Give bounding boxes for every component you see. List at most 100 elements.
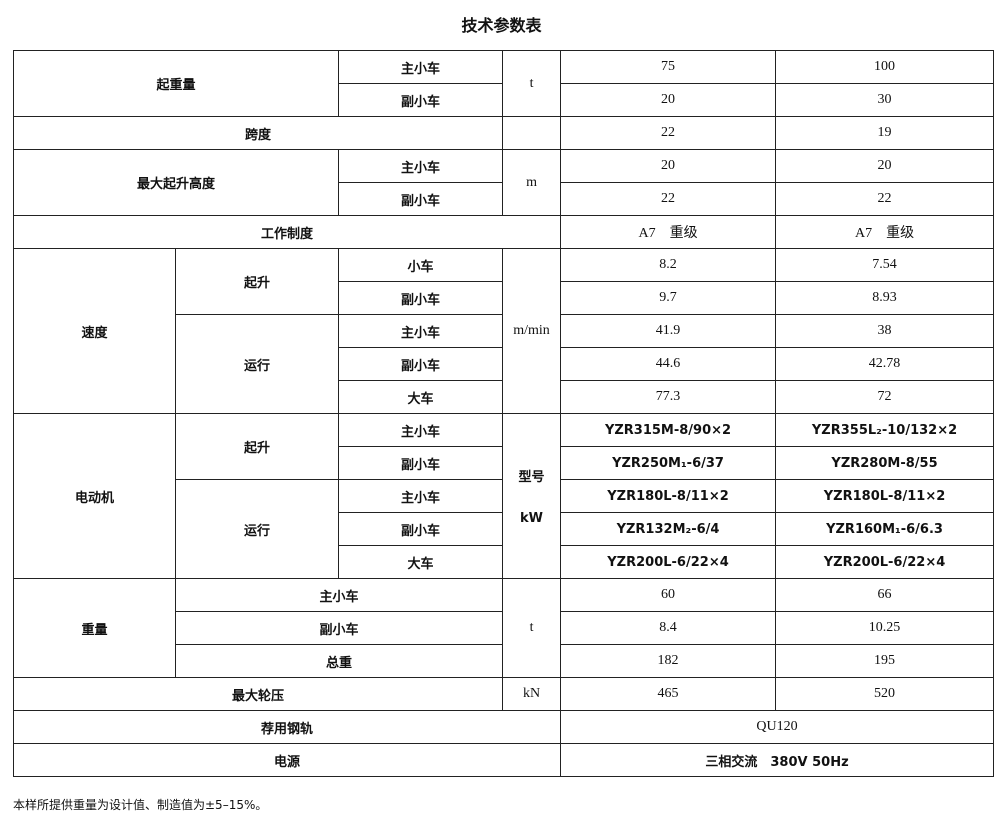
spec-table: 起重量 主小车 t 75 100 副小车 20 30 跨度 22 19 最大起升… [12,50,995,777]
value-cell: 20 [775,149,995,183]
table-row: 速度 起升 小车 m/min 8.2 7.54 [13,248,995,414]
value-cell: 30 [775,83,995,117]
table-row: 大车 YZR200L-6/22×4 YZR200L-6/22×4 [14,545,995,579]
unit-cell: t [502,50,562,117]
unit-model: 型号 [518,470,545,485]
sub-label: 小车 [338,248,504,282]
unit-cell: kN [502,677,562,711]
sub-label: 主小车 [338,479,504,513]
value-cell: 22 [775,182,995,216]
value-cell: 三相交流 380V 50Hz [560,743,995,777]
value-cell: QU120 [560,710,995,744]
value-cell: YZR280M-8/55 [775,446,995,480]
table-row: 副小车 22 22 [14,182,995,216]
table-row: 荐用钢轨 QU120 [12,710,995,744]
table-row: 副小车 20 30 [14,83,995,117]
table-row: 大车 77.3 72 [14,380,995,414]
group-label: 起升 [174,248,340,315]
row-label: 重量 [13,578,176,678]
sub-label: 主小车 [338,314,504,348]
value-cell: 19 [775,116,995,150]
value-cell: YZR315M-8/90×2 [560,413,777,447]
footnote: 本样所提供重量为设计值、制造值为±5–15%。 [13,798,268,812]
value-cell: 38 [775,314,995,348]
row-label: 最大轮压 [12,677,504,711]
row-label: 工作制度 [12,215,562,249]
table-row: 电源 三相交流 380V 50Hz [12,743,995,777]
value-cell: YZR355L₂-10/132×2 [775,413,995,447]
value-cell: 8.93 [775,281,995,315]
table-row: 副小车 44.6 42.78 [14,347,995,381]
table-row: 副小车 YZR250M₁-6/37 YZR280M-8/55 [14,446,995,480]
value-cell: 75 [560,50,777,84]
sub-label: 副小车 [338,446,504,480]
table-row: 副小车 9.7 8.93 [14,281,995,315]
sub-label: 副小车 [338,347,504,381]
sub-label: 大车 [338,380,504,414]
value-cell: YZR200L-6/22×4 [775,545,995,579]
sub-label: 主小车 [338,50,504,84]
value-cell: 20 [560,149,777,183]
value-cell: 20 [560,83,777,117]
row-label: 跨度 [12,116,504,150]
value-cell: YZR160M₁-6/6.3 [775,512,995,546]
unit-cell: 型号 kW [502,413,562,579]
sub-label: 副小车 [174,611,504,645]
table-row: 电动机 起升 主小车 型号 kW YZR315M-8/90×2 YZR355L₂… [13,413,995,579]
row-label: 最大起升高度 [12,149,340,216]
unit-cell: m [502,149,562,216]
value-cell: A7 重级 [560,215,777,249]
value-cell: 8.2 [560,248,777,282]
sub-label: 主小车 [174,578,504,612]
value-cell: 9.7 [560,281,777,315]
row-label: 速度 [13,248,176,414]
unit-cell: m/min [502,248,562,414]
table-row: 最大轮压 kN 465 520 [12,677,995,711]
unit-cell [502,116,562,150]
value-cell: 195 [775,644,995,678]
table-title: 技术参数表 [461,16,542,35]
row-label: 电动机 [13,413,176,579]
group-label: 运行 [174,314,340,414]
value-cell: 22 [560,182,777,216]
value-cell: 8.4 [560,611,777,645]
value-cell: 77.3 [560,380,777,414]
value-cell: 10.25 [775,611,995,645]
value-cell: 7.54 [775,248,995,282]
sub-label: 副小车 [338,182,504,216]
table-row: 副小车 YZR132M₂-6/4 YZR160M₁-6/6.3 [14,512,995,546]
value-cell: 520 [775,677,995,711]
value-cell: 41.9 [560,314,777,348]
value-cell: 42.78 [775,347,995,381]
value-cell: YZR180L-8/11×2 [560,479,777,513]
table-row: 最大起升高度 主小车 m 20 20 [12,149,995,216]
row-label: 电源 [12,743,562,777]
value-cell: 100 [775,50,995,84]
unit-cell: t [502,578,562,678]
sub-label: 主小车 [338,149,504,183]
sub-label: 大车 [338,545,504,579]
value-cell: 72 [775,380,995,414]
value-cell: YZR200L-6/22×4 [560,545,777,579]
value-cell: 22 [560,116,777,150]
value-cell: YZR250M₁-6/37 [560,446,777,480]
table-row: 工作制度 A7 重级 A7 重级 [12,215,995,249]
sub-label: 主小车 [338,413,504,447]
row-label: 荐用钢轨 [12,710,562,744]
table-row: 重量 主小车 t 60 66 [13,578,995,678]
sub-label: 副小车 [338,281,504,315]
value-cell: A7 重级 [775,215,995,249]
unit-kw: kW [520,511,544,526]
value-cell: 60 [560,578,777,612]
value-cell: 465 [560,677,777,711]
group-label: 运行 [174,479,340,579]
sub-label: 副小车 [338,512,504,546]
table-row: 运行 主小车 41.9 38 [14,314,995,414]
table-row: 起重量 主小车 t 75 100 [12,50,995,117]
value-cell: 182 [560,644,777,678]
table-row: 跨度 22 19 [12,116,995,150]
row-label: 起重量 [12,50,340,117]
sub-label: 副小车 [338,83,504,117]
value-cell: YZR132M₂-6/4 [560,512,777,546]
sub-label: 总重 [174,644,504,678]
